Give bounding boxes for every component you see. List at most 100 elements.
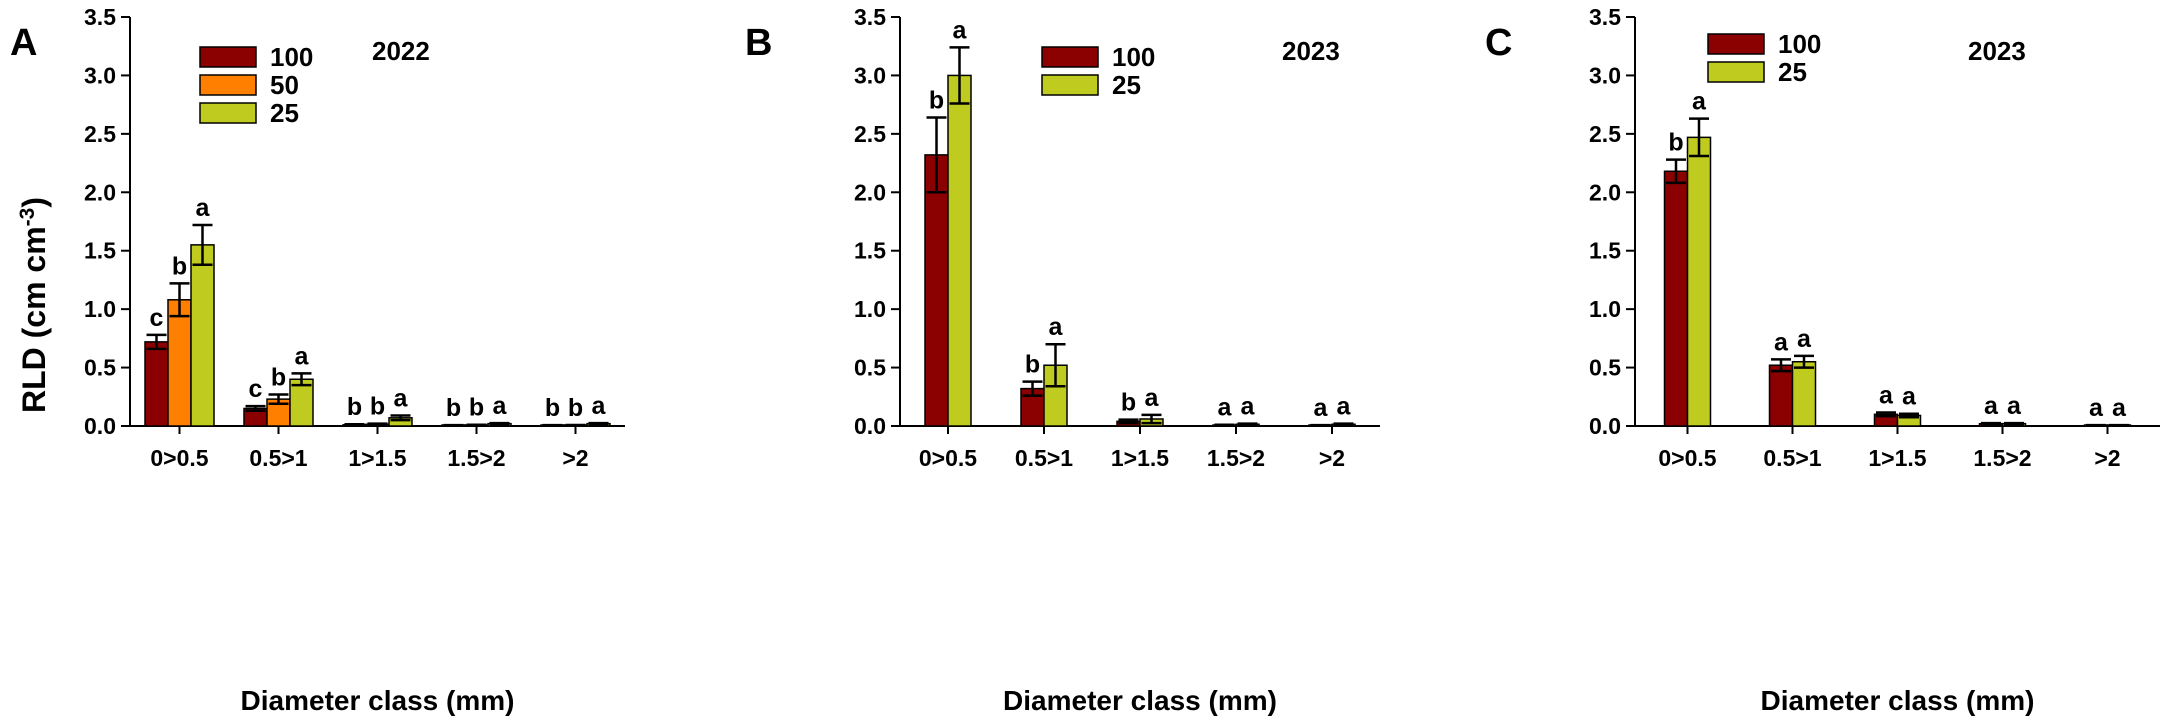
legend-label: 25 (270, 98, 299, 128)
significance-letter: b (929, 86, 944, 114)
significance-letter: a (493, 392, 508, 420)
y-tick-label: 3.0 (1589, 62, 1621, 88)
bar-100 (144, 341, 169, 427)
significance-letter: a (1218, 394, 1233, 422)
significance-letter: b (1668, 129, 1683, 157)
legend-label: 100 (1112, 42, 1155, 72)
y-tick-label: 3.0 (84, 62, 116, 88)
x-axis-label: Diameter class (mm) (241, 685, 515, 716)
bar-50 (167, 299, 192, 427)
bar-25 (1686, 136, 1712, 427)
y-tick-label: 2.0 (854, 179, 886, 205)
legend-swatch-100 (1707, 33, 1765, 55)
x-tick-label: 1>1.5 (1868, 445, 1926, 471)
significance-letter: b (469, 394, 484, 422)
x-tick-label: 1>1.5 (348, 445, 406, 471)
significance-letter: a (295, 342, 310, 370)
x-tick-label: >2 (1319, 445, 1345, 471)
significance-letter: b (446, 394, 461, 422)
y-tick-label: 1.0 (854, 296, 886, 322)
y-tick-label: 2.5 (1589, 121, 1621, 147)
panel-label: C (1485, 22, 1512, 64)
x-tick-label: 0>0.5 (1658, 445, 1716, 471)
y-tick-label: 1.0 (1589, 296, 1621, 322)
bar-100 (1768, 364, 1794, 427)
significance-letter: a (1314, 394, 1329, 422)
x-tick-label: >2 (2094, 445, 2120, 471)
y-tick-label: 3.5 (84, 4, 116, 30)
significance-letter: a (1337, 393, 1352, 421)
x-tick-label: 0.5>1 (249, 445, 307, 471)
chart-title: 2023 (1282, 36, 1340, 66)
x-axis-label: Diameter class (mm) (1761, 685, 2035, 716)
bar-100 (924, 154, 949, 427)
bar-100 (1663, 170, 1689, 427)
significance-letter: c (150, 304, 164, 332)
chart-title: 2023 (1968, 36, 2026, 66)
y-tick-label: 2.0 (84, 179, 116, 205)
y-tick-label: 0.5 (854, 355, 886, 381)
legend-swatch-100 (199, 46, 257, 68)
x-tick-label: 1>1.5 (1111, 445, 1169, 471)
chart-title: 2022 (372, 36, 430, 66)
significance-letter: b (568, 394, 583, 422)
legend-swatch-25 (199, 102, 257, 124)
bar-25 (190, 244, 215, 427)
legend-label: 25 (1778, 57, 1807, 87)
y-tick-label: 2.0 (1589, 179, 1621, 205)
bar-25 (947, 74, 972, 427)
x-tick-label: 0.5>1 (1763, 445, 1821, 471)
x-tick-label: 1.5>2 (1207, 445, 1265, 471)
x-tick-label: 0>0.5 (919, 445, 977, 471)
significance-letter: a (2007, 392, 2022, 420)
y-axis-label: RLD (cm cm-3) (16, 197, 53, 413)
significance-letter: b (1121, 389, 1136, 417)
significance-letter: b (370, 393, 385, 421)
y-tick-label: 3.5 (854, 4, 886, 30)
significance-letter: a (196, 194, 211, 222)
significance-letter: a (1692, 88, 1707, 116)
significance-letter: b (545, 394, 560, 422)
y-tick-label: 1.5 (854, 238, 886, 264)
legend-label: 50 (270, 70, 299, 100)
bar-25 (1791, 360, 1817, 427)
legend-label: 100 (1778, 29, 1821, 59)
x-axis-label: Diameter class (mm) (1003, 685, 1277, 716)
y-tick-label: 0.0 (1589, 413, 1621, 439)
significance-letter: a (1049, 313, 1064, 341)
x-tick-label: 1.5>2 (1973, 445, 2031, 471)
legend-label: 100 (270, 42, 313, 72)
y-tick-label: 0.5 (84, 355, 116, 381)
significance-letter: a (953, 16, 968, 44)
significance-letter: a (1797, 325, 1812, 353)
y-tick-label: 2.5 (854, 121, 886, 147)
significance-letter: a (1145, 384, 1160, 412)
y-tick-label: 0.0 (854, 413, 886, 439)
legend-swatch-100 (1041, 46, 1099, 68)
significance-letter: a (2112, 394, 2127, 422)
y-tick-label: 1.5 (84, 238, 116, 264)
y-tick-label: 0.0 (84, 413, 116, 439)
y-tick-label: 0.5 (1589, 355, 1621, 381)
significance-letter: b (1025, 351, 1040, 379)
significance-letter: a (1774, 328, 1789, 356)
legend-label: 25 (1112, 70, 1141, 100)
panel-label: A (10, 22, 37, 64)
y-tick-label: 2.5 (84, 121, 116, 147)
panel-label: B (745, 22, 772, 64)
significance-letter: a (394, 384, 409, 412)
x-tick-label: 0>0.5 (150, 445, 208, 471)
significance-letter: a (1241, 393, 1256, 421)
significance-letter: b (347, 393, 362, 421)
significance-letter: a (1984, 392, 1999, 420)
x-tick-label: >2 (562, 445, 588, 471)
significance-letter: b (271, 363, 286, 391)
x-tick-label: 1.5>2 (447, 445, 505, 471)
significance-letter: b (172, 252, 187, 280)
significance-letter: a (2089, 394, 2104, 422)
